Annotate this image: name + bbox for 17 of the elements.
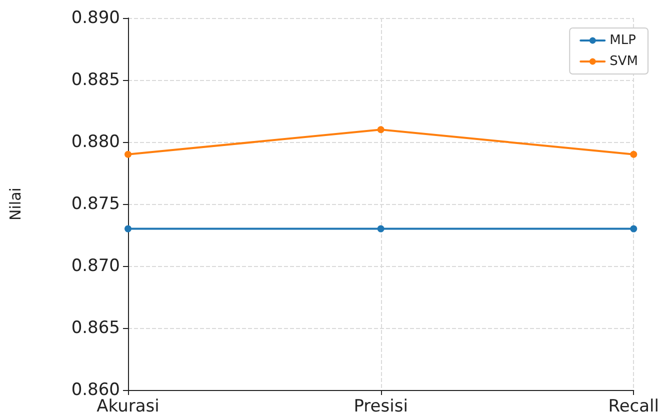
y-tick-label: 0.870 [71,256,120,276]
y-tick-label: 0.880 [71,132,120,152]
point [630,150,638,158]
y-axis-title: Nilai [6,188,24,220]
point [630,225,638,232]
x-tick-label: Presisi [354,396,408,416]
x-tick-label: Recall [608,396,659,416]
legend-label: MLP [610,33,636,48]
legend-label: SVM [610,54,638,69]
point [124,150,132,158]
point [377,225,384,232]
y-tick-label: 0.865 [71,318,120,338]
y-tick-label: 0.890 [71,8,120,28]
y-tick-label: 0.885 [71,70,120,90]
point [124,225,132,232]
point [377,126,384,134]
y-tick-label: 0.875 [71,194,120,214]
